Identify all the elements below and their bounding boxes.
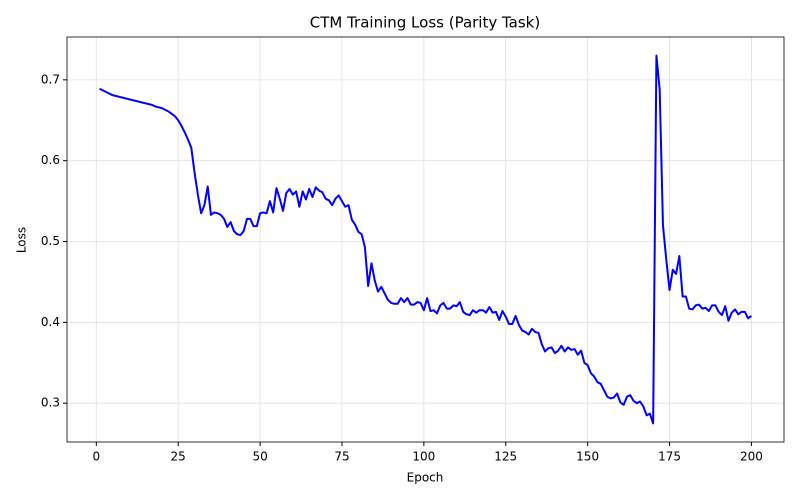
y-tick-label: 0.3: [41, 396, 60, 410]
loss-line: [99, 54, 753, 425]
x-tick-label: 25: [171, 450, 186, 464]
y-tick-label: 0.7: [41, 72, 60, 86]
x-tick-label: 50: [252, 450, 267, 464]
x-tick-label: 200: [740, 450, 763, 464]
x-tick-label: 75: [334, 450, 349, 464]
plot-frame: [66, 36, 785, 443]
y-tick-label: 0.4: [41, 315, 60, 329]
y-axis-label: Loss: [15, 227, 29, 253]
x-tick-label: 125: [494, 450, 517, 464]
y-tick-label: 0.5: [41, 234, 60, 248]
x-tick-label: 175: [658, 450, 681, 464]
x-tick-label: 100: [412, 450, 435, 464]
x-tick-label: 150: [576, 450, 599, 464]
x-tick-label: 0: [92, 450, 100, 464]
x-axis-label: Epoch: [407, 471, 444, 485]
y-tick-label: 0.6: [41, 153, 60, 167]
chart-title: CTM Training Loss (Parity Task): [310, 14, 540, 32]
